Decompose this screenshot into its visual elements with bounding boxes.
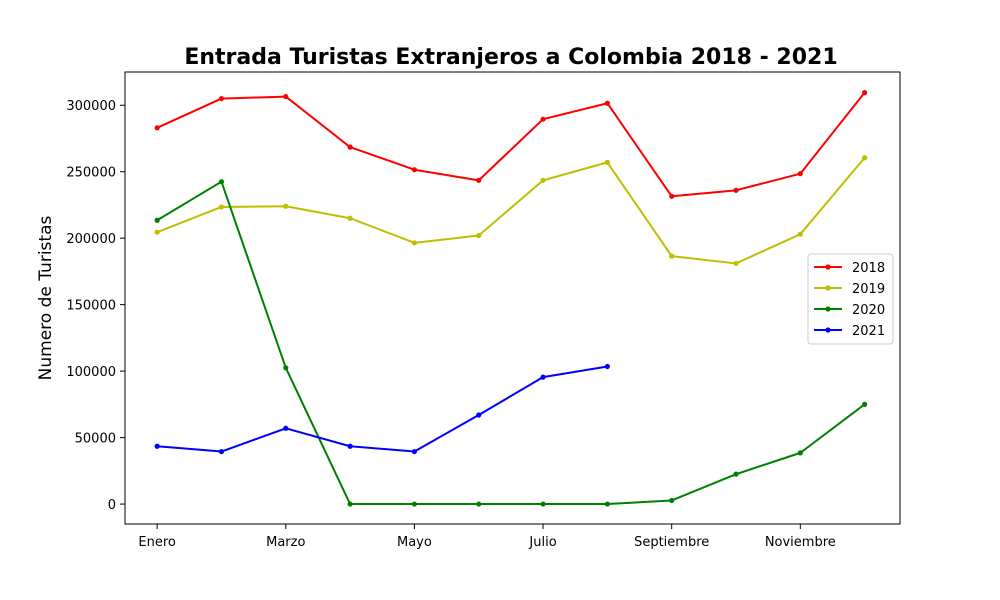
series-line-2020 xyxy=(156,180,866,506)
series-2018 xyxy=(154,90,868,199)
data-point-2018 xyxy=(733,187,739,193)
data-point-2020 xyxy=(411,501,418,507)
data-point-2021 xyxy=(476,412,482,418)
data-point-2019 xyxy=(862,155,868,161)
series-2021 xyxy=(154,363,610,455)
x-tick-label: Marzo xyxy=(266,535,305,550)
legend-item-2020: 2020 xyxy=(814,303,885,318)
x-tick-label: Mayo xyxy=(397,535,432,550)
data-point-2020 xyxy=(283,365,289,371)
legend-marker xyxy=(825,306,831,312)
data-point-2021 xyxy=(283,425,289,431)
data-point-2019 xyxy=(669,253,675,259)
chart-title: Entrada Turistas Extranjeros a Colombia … xyxy=(184,45,837,70)
data-point-2021 xyxy=(604,363,610,370)
data-point-2018 xyxy=(283,93,289,100)
data-point-2018 xyxy=(797,171,803,177)
y-tick-label: 250000 xyxy=(66,166,116,181)
legend-label: 2021 xyxy=(852,324,885,339)
data-point-2020 xyxy=(540,501,546,507)
data-point-2018 xyxy=(411,167,418,173)
data-point-2021 xyxy=(218,448,225,455)
data-point-2020 xyxy=(733,471,739,477)
legend-label: 2018 xyxy=(852,261,885,276)
data-point-2019 xyxy=(154,229,160,235)
x-tick-label: Noviembre xyxy=(765,535,836,550)
data-point-2020 xyxy=(476,501,482,507)
y-tick-label: 100000 xyxy=(66,365,116,380)
data-point-2018 xyxy=(540,116,546,122)
legend-marker xyxy=(825,285,831,291)
series-lines xyxy=(154,90,868,507)
legend-box xyxy=(807,253,894,345)
data-point-2020 xyxy=(218,179,225,185)
data-point-2018 xyxy=(669,193,675,199)
data-point-2019 xyxy=(347,215,353,221)
data-point-2019 xyxy=(797,231,803,237)
y-tick-label: 50000 xyxy=(75,432,116,447)
legend-item-2021: 2021 xyxy=(814,324,885,339)
series-line-2021 xyxy=(157,365,608,453)
data-point-2019 xyxy=(218,204,225,210)
data-point-2019 xyxy=(283,203,289,209)
data-point-2020 xyxy=(797,450,803,456)
data-point-2019 xyxy=(476,232,482,239)
data-point-2020 xyxy=(347,501,353,507)
data-point-2021 xyxy=(411,448,418,455)
y-tick-label: 0 xyxy=(108,498,116,513)
legend-item-2018: 2018 xyxy=(814,261,885,276)
data-point-2019 xyxy=(733,260,739,267)
data-point-2018 xyxy=(154,125,160,131)
series-line-2018 xyxy=(156,91,866,198)
data-point-2019 xyxy=(604,159,610,165)
x-tick-label: Julio xyxy=(528,535,556,550)
x-tick-label: Enero xyxy=(138,535,176,550)
legend-marker xyxy=(825,264,831,270)
legend-label: 2019 xyxy=(852,282,885,297)
data-point-2018 xyxy=(862,90,868,96)
data-point-2019 xyxy=(411,240,418,246)
legend-item-2019: 2019 xyxy=(814,282,885,297)
data-point-2018 xyxy=(218,95,225,102)
axis-ticks: 0 50000 100000 150000 200000 250000 300000 Ener… xyxy=(66,99,835,550)
legend: 2018 2019 2020 2021 xyxy=(807,253,894,345)
data-point-2021 xyxy=(540,374,546,380)
y-tick-label: 200000 xyxy=(66,232,116,247)
plot-frame xyxy=(124,71,901,525)
data-point-2020 xyxy=(604,501,610,507)
data-point-2021 xyxy=(154,443,160,449)
x-tick-label: Septiembre xyxy=(634,535,709,550)
data-point-2020 xyxy=(862,401,868,407)
data-point-2019 xyxy=(540,177,546,183)
data-point-2018 xyxy=(476,177,482,183)
data-point-2018 xyxy=(347,144,353,150)
data-point-2018 xyxy=(604,100,610,106)
data-point-2021 xyxy=(347,443,353,449)
data-point-2020 xyxy=(669,497,675,504)
legend-marker xyxy=(825,327,831,333)
y-tick-label: 150000 xyxy=(66,299,116,314)
series-2020 xyxy=(154,179,868,507)
data-point-2020 xyxy=(154,217,160,223)
series-2019 xyxy=(154,155,868,267)
series-line-2019 xyxy=(156,157,866,265)
y-axis-label: Numero de Turistas xyxy=(36,216,56,381)
legend-label: 2020 xyxy=(852,303,885,318)
y-tick-label: 300000 xyxy=(66,99,116,114)
